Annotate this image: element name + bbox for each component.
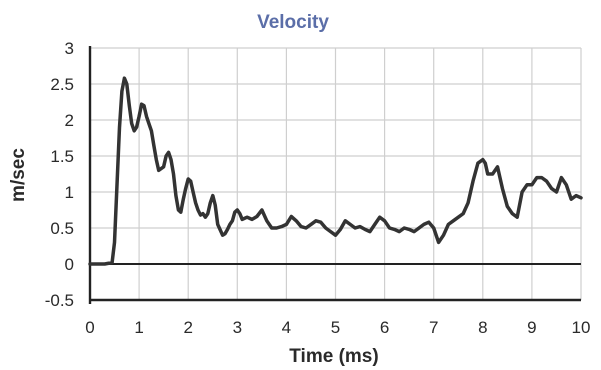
x-axis-title: Time (ms)	[289, 346, 378, 367]
y-tick-label: 0.5	[50, 219, 74, 238]
chart-title: Velocity	[257, 12, 329, 33]
y-tick-label: 1.5	[50, 147, 74, 166]
x-tick-label: 10	[572, 318, 591, 337]
y-tick-labels: -0.5 0 0.5 1 1.5 2 2.5 3	[45, 39, 74, 310]
x-tick-label: 3	[233, 318, 242, 337]
x-tick-label: 0	[85, 318, 94, 337]
series-line	[88, 76, 583, 266]
series-group	[88, 76, 583, 266]
axes	[88, 46, 581, 304]
x-tick-label: 6	[380, 318, 389, 337]
y-tick-label: -0.5	[45, 291, 74, 310]
y-tick-label: 0	[65, 255, 74, 274]
x-tick-label: 8	[478, 318, 487, 337]
y-axis-title: m/sec	[8, 148, 29, 202]
x-tick-label: 4	[282, 318, 291, 337]
y-tick-label: 1	[65, 183, 74, 202]
y-tick-label: 2	[65, 111, 74, 130]
x-tick-labels: 0 1 2 3 4 5 6 7 8 9 10	[85, 318, 590, 337]
x-tick-label: 7	[429, 318, 438, 337]
x-tick-label: 1	[134, 318, 143, 337]
gridlines	[89, 47, 582, 301]
x-tick-label: 5	[331, 318, 340, 337]
y-tick-label: 2.5	[50, 75, 74, 94]
x-tick-label: 2	[183, 318, 192, 337]
x-tick-label: 9	[527, 318, 536, 337]
y-tick-label: 3	[65, 39, 74, 58]
